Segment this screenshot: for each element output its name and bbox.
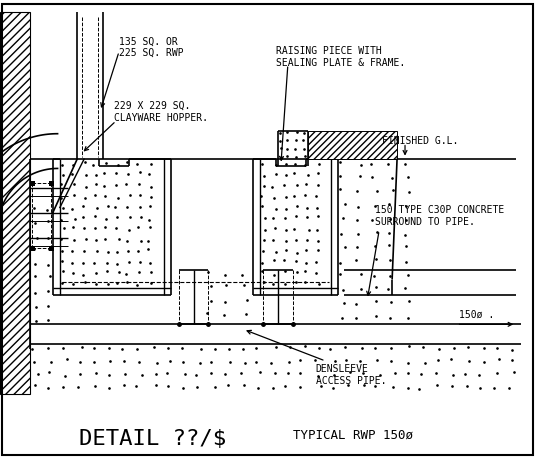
Text: TYPICAL RWP 150ø: TYPICAL RWP 150ø [293,429,413,442]
Bar [30,246,34,251]
Text: DETAIL ??/$: DETAIL ??/$ [79,429,226,448]
Polygon shape [308,131,397,158]
Text: DENSLEEVE
ACCESS PIPE.: DENSLEEVE ACCESS PIPE. [316,364,386,386]
Bar [49,246,53,251]
Bar [30,181,34,186]
Text: 135 SQ. OR
225 SQ. RWP: 135 SQ. OR 225 SQ. RWP [119,36,184,58]
Text: RAISING PIECE WITH
SEALING PLATE & FRAME.: RAISING PIECE WITH SEALING PLATE & FRAME… [276,46,405,68]
Text: 150 TYPE C30P CONCRETE
SURROUND TO PIPE.: 150 TYPE C30P CONCRETE SURROUND TO PIPE. [375,205,505,227]
Bar [0,11,30,394]
Text: FINISHED G.L.: FINISHED G.L. [382,136,459,146]
Text: 150ø .: 150ø . [459,309,494,319]
Bar [49,181,53,186]
Text: 229 X 229 SQ.
CLAYWARE HOPPER.: 229 X 229 SQ. CLAYWARE HOPPER. [114,101,208,123]
